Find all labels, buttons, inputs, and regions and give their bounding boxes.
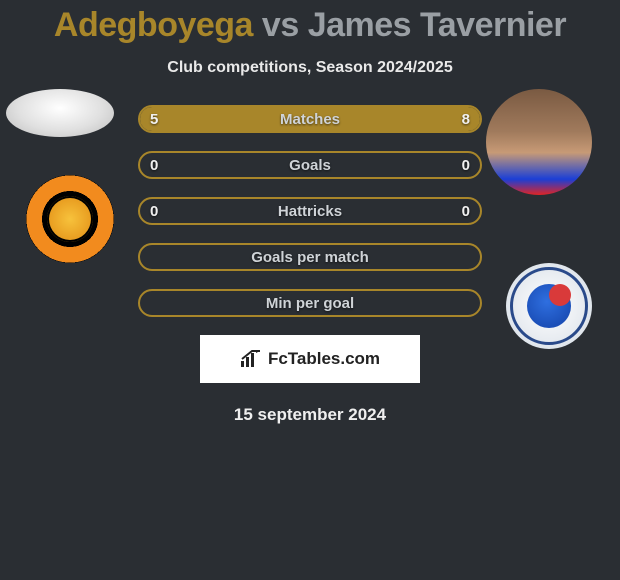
stat-value-left: 5 bbox=[150, 111, 158, 128]
stat-label: Goals bbox=[140, 157, 480, 174]
stat-bars: Matches58Goals00Hattricks00Goals per mat… bbox=[138, 105, 482, 317]
title-vs: vs bbox=[262, 6, 308, 44]
club-right-badge bbox=[500, 257, 598, 355]
stat-label: Min per goal bbox=[140, 295, 480, 312]
brand-box: FcTables.com bbox=[200, 335, 420, 383]
comparison-panel: Matches58Goals00Hattricks00Goals per mat… bbox=[0, 105, 620, 425]
player-right-avatar bbox=[486, 89, 592, 195]
title-right: James Tavernier bbox=[308, 6, 566, 44]
chart-icon bbox=[240, 350, 262, 368]
club-left-badge bbox=[26, 175, 114, 263]
stat-value-right: 8 bbox=[462, 111, 470, 128]
stat-value-left: 0 bbox=[150, 157, 158, 174]
title-left: Adegboyega bbox=[54, 6, 253, 44]
stat-row: Hattricks0 0 bbox=[138, 197, 482, 225]
subtitle: Club competitions, Season 2024/2025 bbox=[0, 59, 620, 77]
stat-row: Goals0 0 bbox=[138, 151, 482, 179]
brand-text: FcTables.com bbox=[268, 349, 380, 369]
page-title: Adegboyega vs James Tavernier bbox=[0, 0, 620, 45]
stat-label: Matches bbox=[140, 111, 480, 128]
stat-row: Goals per match bbox=[138, 243, 482, 271]
date-text: 15 september 2024 bbox=[0, 405, 620, 425]
stat-row: Min per goal bbox=[138, 289, 482, 317]
player-left-avatar bbox=[6, 89, 114, 137]
stat-value-left: 0 bbox=[150, 203, 158, 220]
stat-label: Hattricks bbox=[140, 203, 480, 220]
stat-row: Matches5 8 bbox=[138, 105, 482, 133]
stat-value-right: 0 bbox=[462, 203, 470, 220]
stat-value-right: 0 bbox=[462, 157, 470, 174]
stat-label: Goals per match bbox=[140, 249, 480, 266]
